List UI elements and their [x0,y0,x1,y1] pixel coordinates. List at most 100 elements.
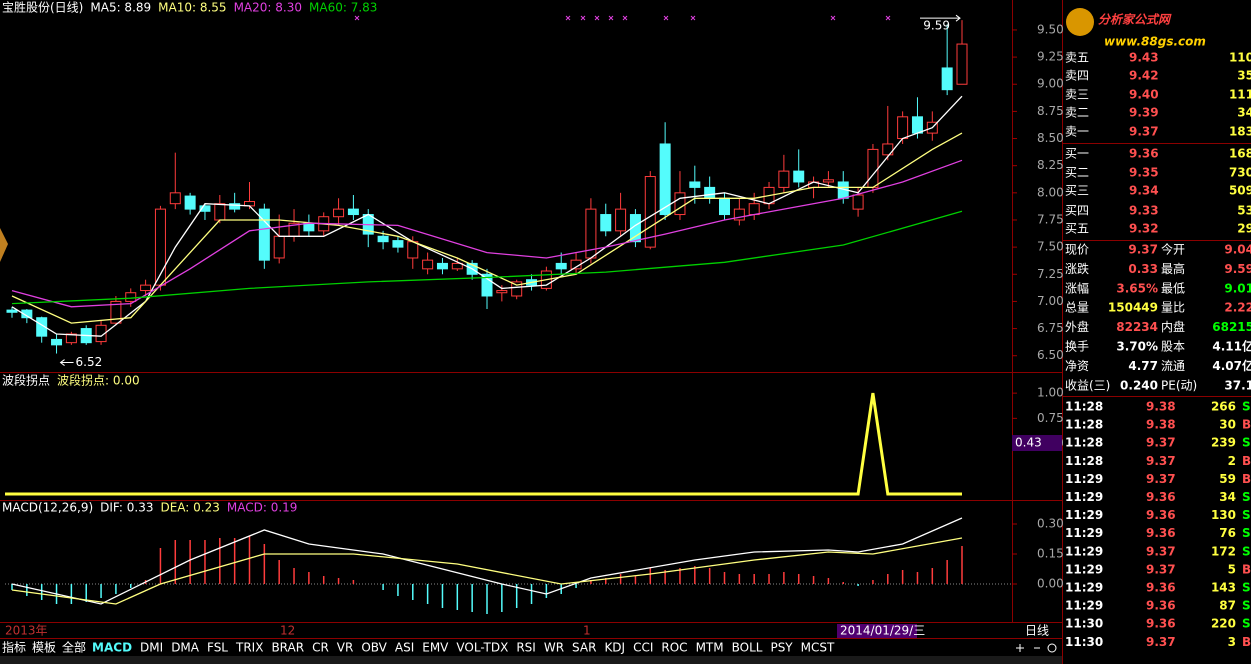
book-side: 买五 [1065,222,1089,236]
candle-body [941,67,953,91]
candle-body [110,300,122,324]
trade-side: B [1242,454,1251,468]
tab[interactable]: 指标 [2,640,26,655]
signal-mark [594,15,600,21]
y-tick-label: 6.50 [1037,348,1064,362]
cursor-label: 2014/01/29/三 [840,624,925,638]
tab[interactable]: SAR [572,641,596,655]
low-label: 6.52 [76,355,103,369]
book-side: 卖二 [1065,106,1089,120]
trade-side: S [1242,400,1251,414]
candle-body [481,273,493,297]
tab[interactable]: BOLL [732,641,763,655]
book-volume: 111 [1229,88,1251,102]
stat-label: 涨幅 [1065,280,1089,295]
tab[interactable]: WR [544,641,564,655]
tab[interactable]: FSL [207,641,228,655]
x-axis-label: 12 [280,624,295,638]
current-value-box [1012,435,1062,451]
x-axis-label: 1 [583,624,591,638]
tab[interactable]: MTM [696,641,724,655]
candle-body [511,281,523,297]
book-side: 买四 [1065,204,1089,218]
ma-legend: MA5: 8.89 [90,1,151,15]
y-tick-label: 8.50 [1037,131,1064,145]
candle-body [36,317,48,337]
ma-legend: MA20: 8.30 [234,1,302,15]
high-label: 9.59 [923,19,950,33]
stat-label: 股本 [1161,340,1185,354]
tab[interactable]: DMI [140,641,163,655]
tab[interactable]: VOL-TDX [456,641,508,655]
tab[interactable]: BRAR [271,641,304,655]
nav-icon[interactable] [1047,643,1057,653]
signal-mark [690,15,696,21]
tab[interactable]: PSY [770,641,793,655]
trade-time: 11:28 [1065,400,1103,414]
trade-volume: 3 [1228,635,1236,649]
candle-body [615,208,627,232]
tab[interactable]: OBV [361,641,387,655]
macd-line [11,517,963,605]
stat-label: 今开 [1161,242,1185,257]
tab[interactable]: CR [312,641,329,655]
trade-volume: 2 [1228,454,1236,468]
macd-legend: DEA: 0.23 [160,501,219,515]
y-tick-label: 8.00 [1037,185,1064,199]
candle-body [882,143,894,156]
signal-mark [663,15,669,21]
trade-volume: 76 [1219,526,1236,540]
tab[interactable]: ROC [661,641,687,655]
y-tick-label: 1.00 [1037,386,1064,400]
tab[interactable]: TRIX [235,641,263,655]
stat-label: 量比 [1161,301,1185,315]
tab[interactable]: EMV [422,641,449,655]
y-tick-label: 8.75 [1037,104,1064,118]
stat-value: 9.37 [1128,243,1158,257]
indicator-value: 波段拐点: 0.00 [57,373,140,388]
candle-body [436,262,448,270]
tab[interactable]: VR [337,641,354,655]
tab[interactable]: DMA [171,641,200,655]
y-tick-label: 6.75 [1037,321,1064,335]
trade-time: 11:29 [1065,490,1103,504]
stat-value: 9.04 [1224,243,1251,257]
candle-body [496,290,508,294]
candle-body [214,203,226,221]
book-volume: 509 [1229,184,1251,198]
tab[interactable]: MCST [801,641,835,655]
tab[interactable]: CCI [633,641,653,655]
trade-price: 9.38 [1146,418,1176,432]
y-tick-label: 0.30 [1037,517,1064,531]
side-handle[interactable] [0,228,8,262]
trade-time: 11:28 [1065,436,1103,450]
logo-url: www.88gs.com [1104,35,1206,49]
stat-value: 82234 [1116,320,1158,334]
tab[interactable]: MACD [92,641,132,655]
nav-icons[interactable] [1016,644,1040,652]
trade-price: 9.37 [1146,562,1176,576]
indicator-title: 波段拐点 [2,373,50,388]
trade-volume: 59 [1219,472,1236,486]
candle-body [911,116,923,134]
y-tick-label: 7.25 [1037,267,1064,281]
trade-time: 11:29 [1065,562,1103,576]
book-price: 9.32 [1129,222,1159,236]
period-label: 日线 [1025,624,1049,638]
tab[interactable]: 模板 [32,641,56,655]
tab[interactable]: 全部 [62,640,86,655]
y-tick-label: 0.00 [1037,577,1064,591]
book-price: 9.34 [1129,184,1159,198]
tab[interactable]: ASI [395,641,414,655]
macd-title: MACD(12,26,9) [2,501,93,515]
trade-time: 11:29 [1065,508,1103,522]
book-price: 9.39 [1129,106,1159,120]
trade-time: 11:30 [1065,617,1103,631]
candle-body [897,116,909,140]
signal-mark [622,15,628,21]
stat-value: 9.01 [1224,281,1251,295]
candle-body [95,324,107,343]
tab[interactable]: RSI [516,641,536,655]
tab[interactable]: KDJ [604,641,625,655]
